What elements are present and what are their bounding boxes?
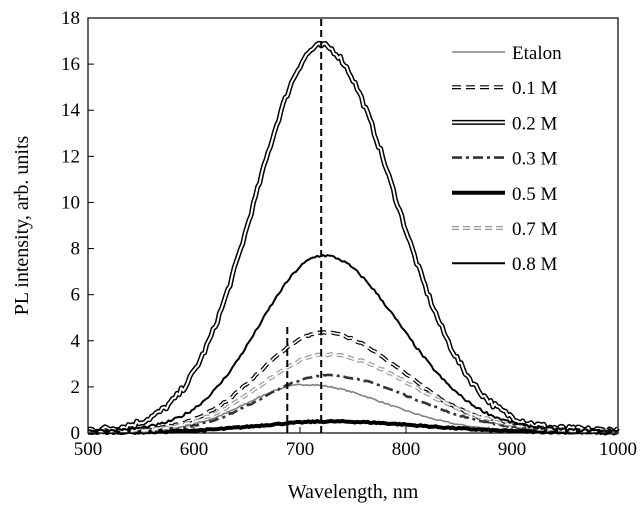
series-0-5-m bbox=[87, 418, 619, 435]
legend-item: 0.5 M bbox=[452, 184, 558, 205]
series-layer bbox=[87, 40, 620, 436]
legend-item: 0.2 M bbox=[452, 113, 558, 134]
legend-label: 0.7 M bbox=[512, 219, 558, 240]
legend-item: 0.1 M bbox=[452, 78, 558, 99]
y-axis-label: PL intensity, arb. units bbox=[11, 135, 33, 315]
legend-item: 0.8 M bbox=[452, 254, 558, 275]
series-0-2-m bbox=[87, 40, 620, 436]
legend-item: Etalon bbox=[452, 43, 562, 64]
series-0-1-m bbox=[87, 330, 619, 435]
legend-label: 0.5 M bbox=[512, 184, 558, 205]
y-tick-label: 2 bbox=[71, 377, 81, 398]
legend-label: 0.3 M bbox=[512, 149, 558, 170]
series-0-3-m bbox=[87, 373, 619, 434]
x-tick-label: 900 bbox=[498, 439, 527, 460]
series-line-inner bbox=[87, 42, 619, 434]
y-tick-label: 0 bbox=[71, 423, 81, 444]
y-tick-label: 14 bbox=[61, 100, 81, 121]
legend-label: Etalon bbox=[512, 43, 562, 64]
series-line bbox=[87, 330, 619, 435]
y-tick-label: 6 bbox=[71, 285, 81, 306]
legend-item: 0.3 M bbox=[452, 149, 558, 170]
y-tick-label: 8 bbox=[71, 239, 81, 260]
y-tick-label: 10 bbox=[61, 192, 80, 213]
legend-item: 0.7 M bbox=[452, 219, 558, 240]
x-axis-label: Wavelength, nm bbox=[288, 481, 419, 503]
x-tick-label: 500 bbox=[74, 439, 103, 460]
y-tick-label: 18 bbox=[61, 8, 80, 29]
series-0-8-m bbox=[87, 254, 619, 433]
x-tick-label: 600 bbox=[180, 439, 209, 460]
series-line-inner bbox=[87, 331, 619, 434]
y-tick-label: 4 bbox=[71, 331, 81, 352]
legend-label: 0.1 M bbox=[512, 78, 558, 99]
legend-label: 0.8 M bbox=[512, 254, 558, 275]
reference-lines bbox=[286, 18, 323, 433]
y-tick-label: 16 bbox=[61, 54, 80, 75]
series-line bbox=[87, 418, 619, 435]
x-tick-label: 1000 bbox=[599, 439, 637, 460]
series-line bbox=[87, 254, 619, 433]
plot-frame bbox=[87, 17, 619, 434]
axis-ticks: 500 600 700 800 900 1000 0 2 4 6 8 10 12 14 16 18 bbox=[61, 8, 637, 460]
x-tick-label: 700 bbox=[286, 439, 315, 460]
legend: Etalon 0.1 M 0.2 M 0.3 M 0.5 M 0.7 M 0.8 M bbox=[452, 43, 562, 275]
legend-label: 0.2 M bbox=[512, 113, 558, 134]
x-tick-label: 800 bbox=[392, 439, 421, 460]
y-tick-label: 12 bbox=[61, 146, 80, 167]
series-line bbox=[87, 373, 619, 434]
